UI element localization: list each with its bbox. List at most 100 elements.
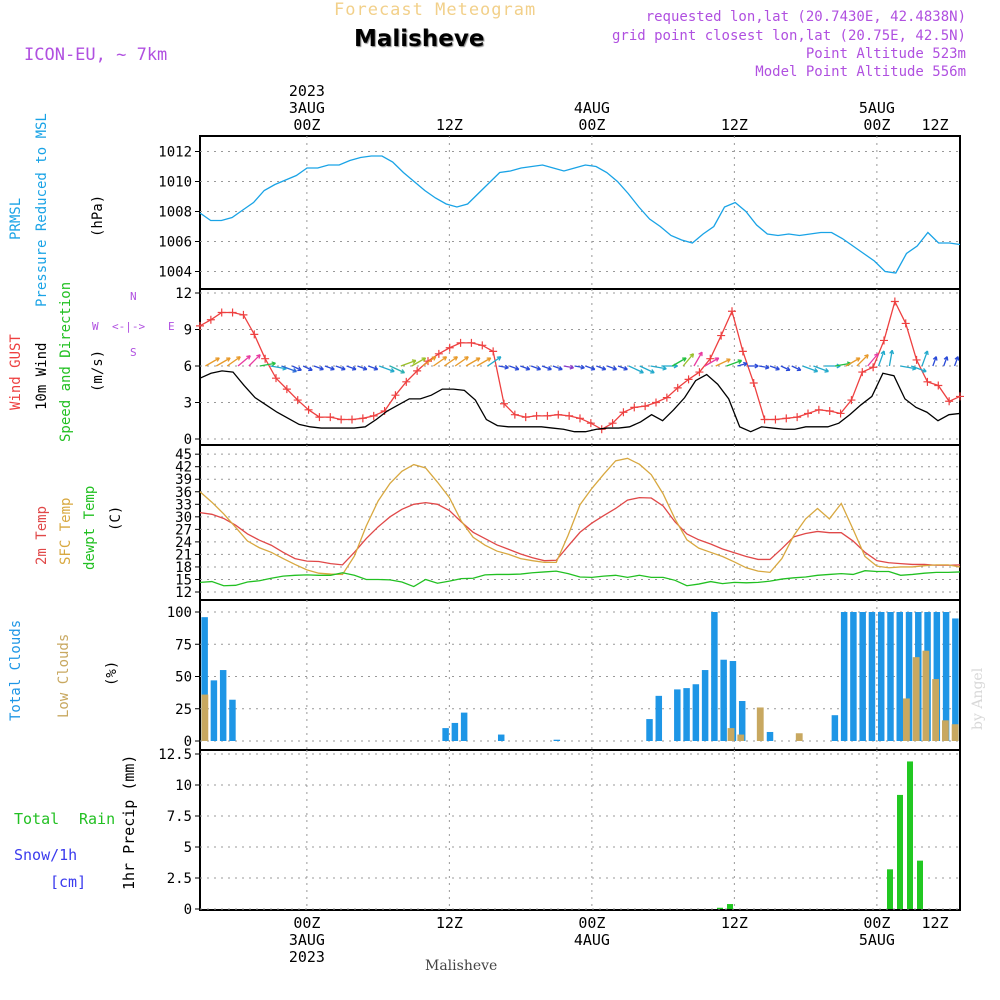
compass-arrow: <-|-> bbox=[112, 320, 146, 333]
clouds-low-clouds-bar bbox=[951, 724, 959, 741]
clouds-total-clouds-bar bbox=[868, 612, 876, 741]
point-altitude: Point Altitude 523m bbox=[805, 46, 966, 62]
wind-arrow bbox=[802, 365, 818, 373]
precip-total-rain-bar bbox=[727, 904, 733, 909]
pressure-ytick-label: 1004 bbox=[158, 265, 192, 281]
wind-arrow-head bbox=[330, 365, 335, 371]
wind-arrow-head bbox=[504, 364, 509, 370]
wind-wind-gust-marker bbox=[304, 405, 313, 414]
temp-ytick-label: 45 bbox=[175, 447, 192, 463]
wind-arrow-head bbox=[689, 353, 695, 358]
page-title: Malisheve bbox=[354, 26, 485, 52]
wind-wind-gust-marker bbox=[706, 354, 715, 363]
wind-arrow bbox=[780, 365, 791, 371]
top-axis-label: 3AUG bbox=[289, 99, 325, 117]
temp-ytick-label: 21 bbox=[175, 547, 192, 563]
wind-arrow bbox=[910, 365, 927, 373]
wind-wind-gust-marker bbox=[478, 341, 487, 350]
clouds-total-clouds-bar bbox=[896, 612, 903, 741]
wind-wind-gust-marker bbox=[825, 407, 834, 416]
wind-label-unit: (m/s) bbox=[90, 349, 106, 392]
wind-arrow bbox=[704, 357, 720, 367]
wind-arrow bbox=[454, 356, 469, 367]
compass-e: E bbox=[168, 320, 175, 333]
wind-arrow-head bbox=[880, 350, 886, 356]
wind-arrow-head bbox=[411, 359, 417, 364]
bottom-axis-label: 00Z bbox=[293, 914, 320, 932]
wind-wind-gust-marker bbox=[543, 411, 552, 420]
precip-total-rain-bar bbox=[897, 794, 903, 909]
clouds-total-clouds-bar bbox=[905, 612, 913, 741]
wind-label-10m: 10m Wind bbox=[34, 342, 50, 410]
compass-n: N bbox=[130, 290, 137, 303]
wind-arrow-head bbox=[226, 357, 231, 362]
wind-arrow bbox=[835, 362, 852, 367]
wind-arrow bbox=[335, 365, 346, 371]
wind-wind-gust-marker bbox=[217, 308, 226, 317]
wind-arrow bbox=[476, 357, 492, 367]
wind-arrow-head bbox=[623, 365, 628, 371]
clouds-low-clouds-bar bbox=[737, 734, 745, 741]
clouds-low-clouds-bar bbox=[941, 720, 949, 741]
precip-ytick-label: 7.5 bbox=[167, 809, 192, 825]
wind-arrow-head bbox=[737, 359, 743, 364]
precip-panel-frame bbox=[199, 749, 961, 911]
wind-arrow-head bbox=[215, 357, 220, 362]
wind-wind-gust-marker bbox=[782, 414, 791, 423]
top-axis-label: 12Z bbox=[436, 116, 463, 134]
pressure-ytick-label: 1012 bbox=[158, 145, 192, 161]
bottom-axis-label: 12Z bbox=[721, 914, 748, 932]
clouds-low-clouds-bar bbox=[201, 694, 209, 741]
wind-wind-gust-marker bbox=[456, 338, 465, 347]
wind-wind-gust-marker bbox=[489, 347, 498, 356]
temp-dewpt-temp-line bbox=[199, 570, 961, 588]
watermark: by Angel bbox=[970, 667, 986, 730]
wind-arrow bbox=[888, 350, 893, 367]
wind-arrow-head bbox=[601, 365, 607, 371]
wind-arrow-head bbox=[796, 366, 802, 372]
bottom-axis-label: 00Z bbox=[863, 914, 890, 932]
precip-ytick-label: 10 bbox=[175, 778, 192, 794]
wind-wind-gust-marker bbox=[738, 347, 747, 356]
wind-arrow bbox=[877, 350, 885, 367]
wind-arrow-head bbox=[319, 365, 324, 371]
clouds-total-clouds-bar bbox=[229, 699, 236, 741]
wind-arrow-head bbox=[236, 356, 241, 361]
wind-arrow-head bbox=[590, 365, 596, 371]
wind-ytick-label: 6 bbox=[184, 359, 192, 375]
clouds-label-total: Total Clouds bbox=[8, 619, 24, 721]
wind-wind-gust-marker bbox=[413, 366, 422, 375]
wind-arrow bbox=[813, 365, 829, 373]
precip-total-rain-bar bbox=[717, 907, 723, 909]
wind-arrow bbox=[292, 365, 302, 371]
clouds-total-clouds-bar bbox=[210, 680, 218, 741]
clouds-total-clouds-bar bbox=[887, 612, 894, 741]
wind-arrow-head bbox=[547, 365, 552, 371]
wind-wind-gust-marker bbox=[576, 414, 584, 423]
wind-wind-gust-marker bbox=[196, 321, 204, 330]
wind-arrow bbox=[552, 365, 563, 371]
wind-wind-gust-marker bbox=[445, 343, 454, 352]
wind-arrow bbox=[574, 365, 585, 369]
wind-arrow-head bbox=[889, 349, 895, 355]
wind-arrow-head bbox=[813, 368, 819, 373]
wind-arrow bbox=[921, 350, 929, 367]
wind-wind-gust-marker bbox=[760, 415, 769, 424]
wind-wind-gust-marker bbox=[641, 402, 650, 411]
clouds-ytick-label: 50 bbox=[175, 670, 192, 686]
bottom-axis-label: 00Z bbox=[578, 914, 605, 932]
wind-arrow bbox=[509, 365, 520, 371]
precip-ytick-label: 2.5 bbox=[167, 871, 192, 887]
clouds-label-low: Low Clouds bbox=[56, 633, 72, 718]
clouds-low-clouds-bar bbox=[912, 657, 920, 741]
clouds-total-clouds-bar bbox=[738, 701, 746, 741]
wind-wind-gust-marker bbox=[326, 413, 335, 422]
wind-arrow bbox=[791, 365, 802, 371]
wind-wind-gust-marker bbox=[793, 413, 802, 422]
pressure-ytick-label: 1008 bbox=[158, 205, 192, 221]
clouds-total-clouds-bar bbox=[683, 688, 690, 741]
wind-arrow-head bbox=[362, 365, 368, 371]
wind-arrow-head bbox=[714, 357, 720, 362]
clouds-total-clouds-bar bbox=[497, 734, 505, 741]
wind-arrow bbox=[737, 362, 748, 367]
